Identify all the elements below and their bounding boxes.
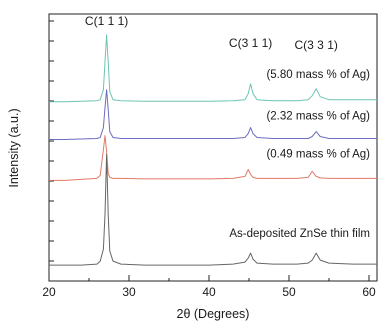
plot-frame bbox=[48, 13, 378, 282]
x-tick-label: 20 bbox=[42, 285, 56, 299]
x-axis-ticks: 20 30 40 50 60 bbox=[42, 275, 376, 299]
annotation-group: (5.80 mass % of Ag) (2.32 mass % of Ag) (0… bbox=[85, 14, 370, 240]
y-axis-ticks bbox=[49, 20, 54, 282]
peak-label: C(1 1 1) bbox=[85, 14, 128, 28]
series-line-2 bbox=[49, 89, 377, 140]
x-tick-label: 50 bbox=[282, 285, 296, 299]
series-line-3 bbox=[49, 135, 377, 181]
series-line-4 bbox=[49, 154, 377, 266]
x-tick-label: 40 bbox=[202, 285, 216, 299]
series-group bbox=[49, 34, 377, 266]
series-annotation: (2.32 mass % of Ag) bbox=[266, 111, 370, 123]
peak-label: C(3 3 1) bbox=[295, 38, 338, 52]
series-annotation: (5.80 mass % of Ag) bbox=[266, 69, 370, 81]
x-tick-label: 30 bbox=[122, 285, 136, 299]
series-annotation: (0.49 mass % of Ag) bbox=[266, 148, 370, 160]
y-axis-title: Intensity (a.u.) bbox=[7, 108, 21, 187]
x-tick-label: 60 bbox=[362, 285, 376, 299]
peak-label: C(3 1 1) bbox=[229, 36, 272, 50]
series-annotation: As-deposited ZnSe thin film bbox=[229, 228, 370, 240]
x-axis-title: 2θ (Degrees) bbox=[177, 307, 250, 321]
series-line-1 bbox=[49, 34, 377, 103]
